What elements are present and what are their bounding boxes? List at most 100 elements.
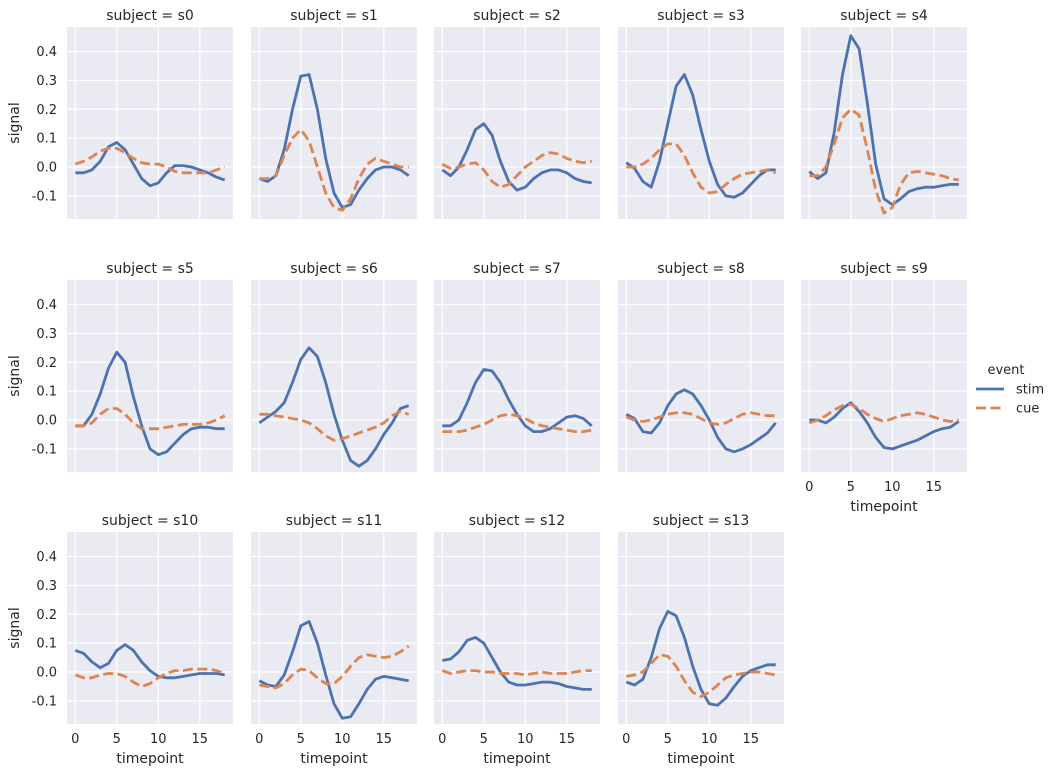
series-line-cue — [625, 411, 776, 426]
panel-background — [251, 280, 417, 472]
series-line-cue — [74, 667, 226, 688]
x-tick-label: 10 — [701, 732, 718, 747]
panel-title: subject = s2 — [473, 8, 561, 24]
panel-0: subject = s0 -0.1 0.0 0.1 0.2 0.3 0.4 signal — [7, 8, 233, 219]
panel-title: subject = s8 — [657, 261, 745, 277]
y-tick-label: 0.2 — [36, 103, 57, 118]
panel-title: subject = s11 — [286, 513, 382, 529]
series-line-stim — [74, 643, 225, 680]
series-line-cue — [809, 107, 959, 215]
x-axis-label: timepoint — [850, 499, 918, 515]
y-tick-label: 0.4 — [36, 298, 57, 313]
y-tick-label: 0.2 — [36, 356, 57, 371]
x-tick-label: 15 — [192, 732, 209, 747]
y-tick-label: 0.3 — [36, 74, 57, 89]
panel-background — [434, 280, 600, 472]
y-axis-label: signal — [7, 607, 23, 648]
x-tick-label: 5 — [297, 732, 305, 747]
panel-7: subject = s7 — [434, 261, 600, 472]
series-line-cue — [808, 402, 959, 425]
series-line-cue — [75, 407, 226, 431]
panel-title: subject = s12 — [469, 513, 565, 529]
y-tick-label: -0.1 — [32, 442, 57, 457]
series-line-stim — [258, 73, 410, 209]
x-tick-label: 10 — [884, 480, 901, 495]
series-line-cue — [626, 653, 776, 698]
series-line-cue — [441, 151, 592, 189]
panel-10: subject = s10 -0.1 0.0 0.1 0.2 0.3 0.4 signal 0 5… — [7, 513, 233, 767]
series-line-stim — [441, 122, 592, 192]
x-tick-label: 0 — [255, 732, 263, 747]
series-line-stim — [442, 636, 592, 691]
panel-background — [67, 280, 233, 472]
panel-title: subject = s7 — [473, 261, 561, 277]
panel-8: subject = s8 — [618, 261, 784, 472]
y-tick-label: 0.0 — [36, 161, 57, 176]
series-line-stim — [75, 141, 226, 188]
panel-6: subject = s6 — [251, 261, 417, 472]
panel-title: subject = s4 — [840, 8, 928, 24]
y-tick-label: 0.1 — [36, 637, 57, 652]
panel-13: subject = s13 0 5 10 15 timepoint — [618, 513, 784, 767]
series-line-stim — [809, 401, 960, 451]
x-tick-label: 0 — [622, 732, 630, 747]
x-tick-label: 5 — [664, 732, 672, 747]
series-line-cue — [259, 128, 409, 212]
series-line-cue — [626, 142, 777, 195]
y-tick-label: 0.3 — [36, 327, 57, 342]
x-tick-label: 5 — [480, 732, 488, 747]
y-tick-label: -0.1 — [32, 189, 57, 204]
panel-background — [434, 27, 600, 219]
panel-title: subject = s1 — [290, 8, 378, 24]
y-tick-label: 0.2 — [36, 608, 57, 623]
series-line-stim — [75, 350, 225, 457]
series-line-stim — [808, 34, 959, 207]
series-line-stim — [625, 388, 777, 454]
y-tick-label: 0.4 — [36, 550, 57, 565]
panel-title: subject = s5 — [106, 261, 194, 277]
panel-12: subject = s12 0 5 10 15 timepoint — [434, 513, 600, 767]
panel-background — [67, 532, 233, 724]
y-tick-label: 0.0 — [36, 414, 57, 429]
y-axis-label: signal — [7, 355, 23, 396]
x-tick-label: 15 — [376, 732, 393, 747]
series-line-cue — [74, 146, 226, 175]
panel-background — [801, 27, 967, 219]
y-tick-label: -0.1 — [32, 694, 57, 709]
panel-3: subject = s3 — [618, 8, 784, 219]
x-tick-label: 0 — [438, 732, 446, 747]
y-tick-label: 0.0 — [36, 666, 57, 681]
panel-2: subject = s2 — [434, 8, 600, 219]
x-axis-label: timepoint — [300, 751, 368, 767]
series-line-cue — [441, 669, 592, 677]
series-line-stim — [258, 620, 409, 720]
panel-title: subject = s9 — [840, 261, 928, 277]
panel-4: subject = s4 — [801, 8, 967, 219]
series-line-cue — [259, 644, 410, 690]
x-tick-label: 10 — [334, 732, 351, 747]
series-line-cue — [442, 412, 592, 434]
legend: event stim cue — [976, 363, 1044, 417]
y-axis-label: signal — [7, 102, 23, 143]
x-tick-label: 15 — [926, 480, 943, 495]
legend-title: event — [987, 363, 1024, 378]
series-line-stim — [625, 73, 776, 199]
panel-background — [67, 27, 233, 219]
y-tick-label: 0.1 — [36, 385, 57, 400]
series-line-cue — [259, 409, 410, 442]
panel-background — [434, 532, 600, 724]
legend-label-cue: cue — [1016, 402, 1039, 417]
panel-9: subject = s9 0 5 10 15 timepoint — [801, 261, 967, 515]
legend-label-stim: stim — [1016, 383, 1044, 398]
y-tick-label: 0.3 — [36, 579, 57, 594]
y-tick-label: 0.1 — [36, 132, 57, 147]
panel-title: subject = s3 — [657, 8, 745, 24]
panel-background — [801, 280, 967, 472]
y-tick-label: 0.4 — [36, 45, 57, 60]
x-tick-label: 5 — [847, 480, 855, 495]
panel-background — [618, 280, 784, 472]
x-tick-label: 15 — [743, 732, 760, 747]
panel-title: subject = s6 — [290, 261, 378, 277]
panel-1: subject = s1 — [251, 8, 417, 219]
